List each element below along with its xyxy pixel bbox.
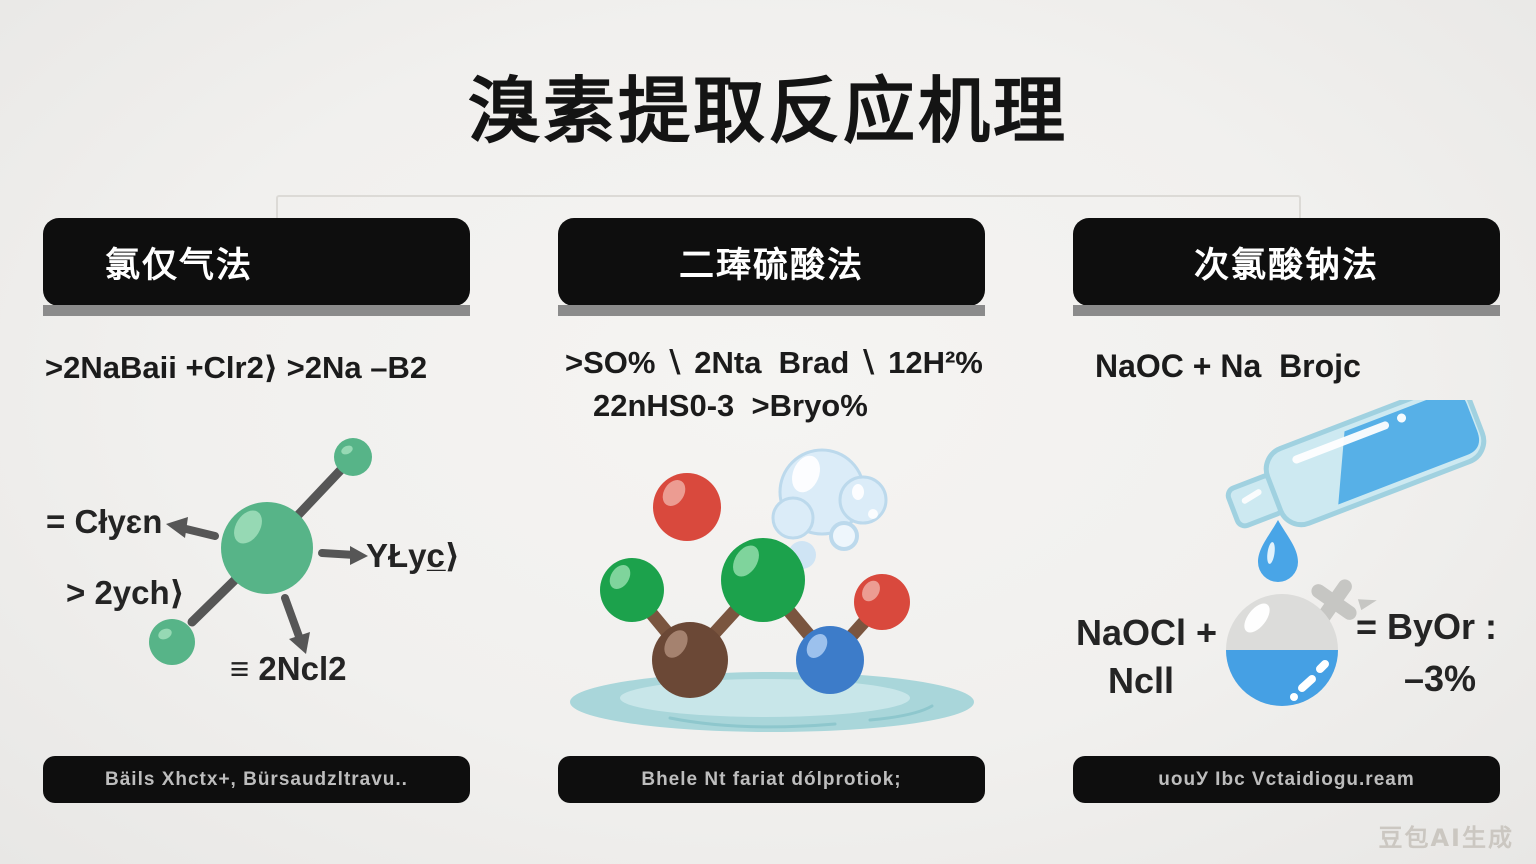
arrow-right — [318, 549, 359, 559]
label-ncll: Ncll — [1108, 660, 1175, 701]
header-label: 氯仅气法 — [105, 245, 254, 286]
footer-bar-3: uouУ Ibc Vctaidiogu.ream — [1073, 756, 1500, 803]
ai-watermark: 豆包AI生成 — [1378, 824, 1514, 852]
red-atom-top — [653, 473, 721, 541]
label-2ych: > 2ych⟩ — [66, 574, 185, 611]
so2-reaction-molecule-graphic — [570, 448, 974, 732]
label-clyen: = Cłyɛn — [46, 503, 163, 540]
water-drop-icon — [1258, 520, 1298, 582]
header-strip-1 — [43, 305, 470, 316]
footer-text: uouУ Ibc Vctaidiogu.ream — [1158, 768, 1415, 790]
large-green-atom — [221, 502, 313, 594]
header-label: 次氯酸钠法 — [1193, 245, 1379, 286]
footer-text: Bhele Nt fariat dólprotiok; — [641, 768, 902, 790]
small-green-atom-bottom — [149, 619, 195, 665]
green-atom-center — [721, 538, 805, 622]
label-naocl-plus: NaOCl + — [1076, 612, 1218, 653]
bubbles-icon — [771, 448, 888, 569]
equation-column2-line2: 22nHS0-3 >Bryo% — [593, 388, 868, 423]
header-strip-2 — [558, 305, 985, 316]
header-label: 二琫硫酸法 — [678, 245, 864, 286]
footer-text: Bäils Xhctx+, Bürsaudzltravu.. — [105, 768, 408, 790]
connector-bracket — [276, 195, 1301, 221]
footer-bar-1: Bäils Xhctx+, Bürsaudzltravu.. — [43, 756, 470, 803]
hypochlorite-dropper-flask-graphic — [1225, 400, 1487, 706]
chlorine-molecule-diagram — [149, 438, 372, 665]
label-ylyc: YŁyc̲⟩ — [366, 537, 460, 574]
arrow-down — [281, 594, 305, 646]
header-chlorine-gas-method: 氯仅气法 — [43, 218, 470, 306]
dropper-bottle-icon — [1225, 400, 1487, 529]
brown-atom — [652, 622, 728, 698]
red-atom-right — [854, 574, 910, 630]
header-sulfur-dioxide-method: 二琫硫酸法 — [558, 218, 985, 306]
label-byor: = ByOr : — [1356, 606, 1498, 647]
sparkle-deco-icon — [1311, 579, 1377, 625]
header-strip-3 — [1073, 305, 1500, 316]
equation-column3: NaOC + Na Brojc — [1095, 348, 1361, 384]
page-title: 溴素提取反应机理 — [467, 69, 1068, 153]
equation-column2-line1: >SO% ∖ 2Nta Brad ∖ 12H²% — [565, 345, 983, 380]
footer-bar-2: Bhele Nt fariat dólprotiok; — [558, 756, 985, 803]
flask-icon — [1226, 579, 1377, 706]
label-minus3pct: –3% — [1404, 658, 1477, 699]
equation-column1: >2NaBaii +Clr2⟩ >2Na –B2 — [45, 350, 428, 385]
small-green-atom-top — [334, 438, 372, 476]
arrow-left — [178, 524, 219, 540]
green-atom-left — [600, 558, 664, 622]
label-2ncl2: ≡ 2Ncl2 — [230, 650, 347, 687]
blue-atom — [796, 626, 864, 694]
header-sodium-hypochlorite-method: 次氯酸钠法 — [1073, 218, 1500, 306]
